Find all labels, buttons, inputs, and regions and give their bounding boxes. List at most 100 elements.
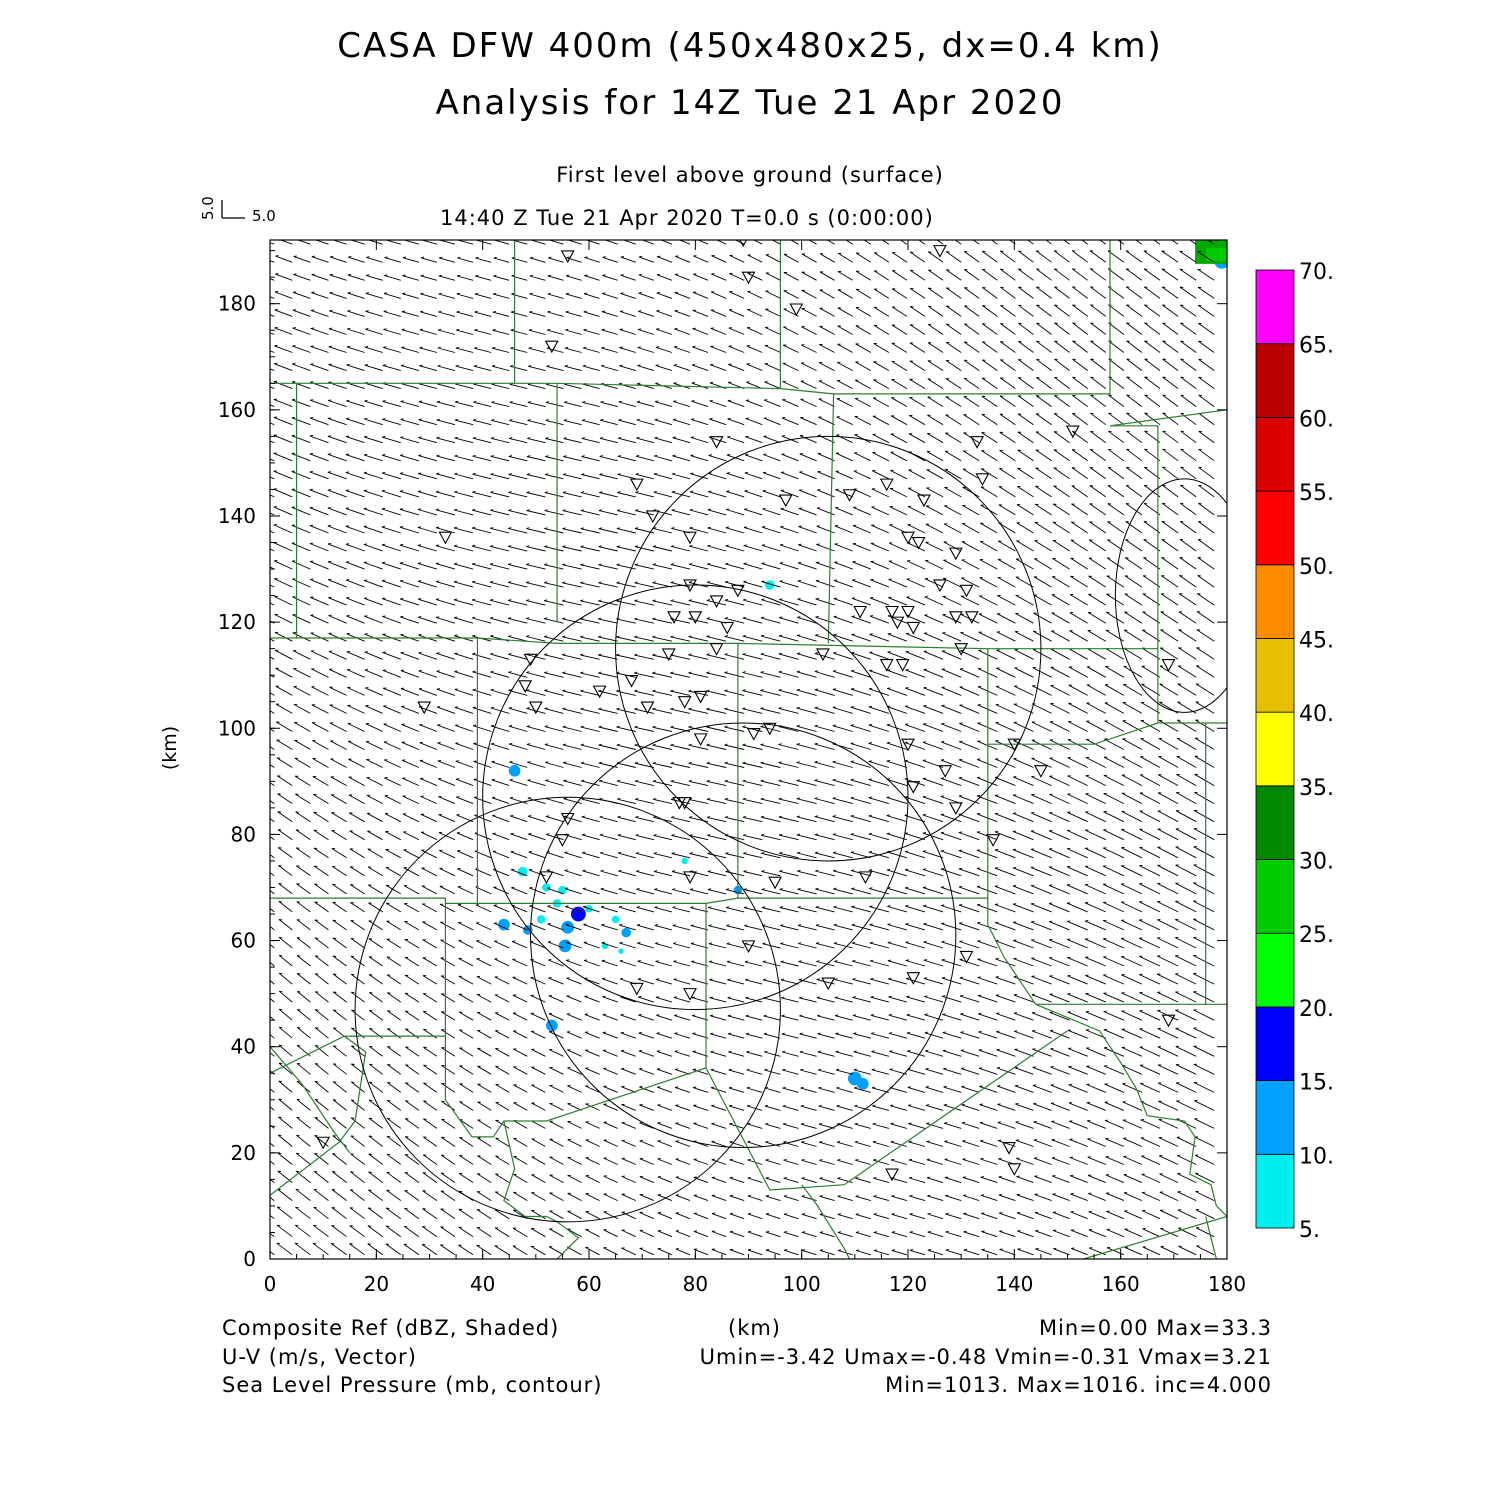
station-marker (906, 781, 921, 794)
y-tick-label: 120 (218, 610, 256, 634)
station-marker (1161, 1014, 1176, 1028)
reflectivity-echo (618, 948, 624, 954)
x-tick-label: 180 (1208, 1272, 1246, 1296)
station-marker (560, 812, 575, 826)
station-marker (1002, 1142, 1016, 1155)
reflectivity-echo (570, 906, 586, 922)
colorbar-label: 35. (1299, 776, 1334, 801)
station-marker (885, 1168, 899, 1182)
station-marker (906, 621, 921, 635)
station-marker (986, 834, 1000, 847)
station-marker (629, 478, 644, 492)
station-marker (821, 977, 836, 991)
x-tick-label: 60 (576, 1272, 601, 1296)
footer-vector: U-V (m/s, Vector) (222, 1345, 417, 1369)
axis-ticks: 0 20 40 60 80 100 120 140 160 180 0 20 40 60 80 100 120 1… (218, 240, 1246, 1296)
y-tick-label: 140 (218, 504, 256, 528)
station-marker (938, 765, 953, 778)
station-marker (640, 701, 655, 715)
station-marker (959, 584, 974, 598)
boundary-lines (270, 240, 1227, 1259)
radar-ring (482, 584, 909, 1011)
chart-subtitle: Analysis for 14Z Tue 21 Apr 2020 (435, 83, 1065, 123)
colorbar-segment (1255, 859, 1295, 934)
station-marker (693, 733, 708, 747)
station-marker (1007, 738, 1022, 752)
chart-title: CASA DFW 400m (450x480x25, dx=0.4 km) (337, 26, 1163, 66)
station-marker (911, 536, 926, 550)
y-tick-label: 60 (231, 929, 256, 953)
colorbar-segment (1255, 785, 1295, 860)
station-marker (789, 303, 804, 317)
level-label: First level above ground (surface) (556, 163, 944, 187)
station-marker (677, 696, 692, 709)
station-marker (853, 605, 868, 619)
station-marker (762, 722, 777, 736)
reflectivity-echo (542, 883, 551, 892)
colorbar-segment (1255, 490, 1295, 566)
reflectivity-echo (561, 920, 575, 934)
station-marker (417, 701, 432, 715)
x-tick-label: 0 (264, 1272, 277, 1296)
radar-ring (354, 796, 781, 1223)
station-marker (709, 595, 724, 609)
station-marker (948, 611, 963, 624)
reflectivity-echo (498, 918, 510, 931)
station-marker (964, 611, 979, 624)
wind-vector-layer (270, 240, 1215, 1256)
station-marker (741, 940, 756, 954)
colorbar-label: 40. (1299, 702, 1334, 727)
reflectivity-echo (517, 866, 528, 877)
station-marker (901, 738, 915, 752)
wind-vectors (270, 240, 1215, 1256)
station-marker (901, 531, 915, 545)
y-tick-label: 100 (218, 716, 256, 740)
reflectivity-echo (611, 915, 620, 924)
colorbar-segment (1255, 932, 1295, 1008)
x-axis-label: (km) (728, 1316, 782, 1340)
colorbar-segment (1255, 1080, 1295, 1155)
radar-range-rings (354, 435, 1042, 1223)
footer-reflectivity: Composite Ref (dBZ, Shaded) (222, 1316, 560, 1340)
colorbar-label: 55. (1299, 481, 1334, 506)
colorbar-label: 30. (1299, 850, 1334, 875)
station-marker (730, 584, 745, 598)
station-marker (932, 245, 947, 258)
footer-pressure: Sea Level Pressure (mb, contour) (222, 1373, 603, 1397)
reflectivity-echo (621, 927, 632, 938)
station-marker (858, 871, 873, 885)
station-marker (518, 680, 533, 693)
station-marker (683, 988, 697, 1001)
station-marker (778, 494, 793, 508)
reflectivity-echo (764, 580, 775, 590)
station-marker (1007, 1163, 1022, 1176)
station-marker (768, 876, 783, 890)
footer-ref-range: Min=0.00 Max=33.3 (1038, 1316, 1272, 1340)
reflectivity-echo (558, 939, 572, 953)
station-marker (667, 611, 681, 624)
colorbar-label: 50. (1299, 555, 1334, 580)
y-tick-label: 80 (231, 822, 256, 846)
footer-pressure-range: Min=1013. Max=1016. inc=4.000 (885, 1373, 1272, 1397)
station-marker (975, 473, 990, 486)
colorbar-label: 60. (1299, 407, 1334, 432)
station-marker (709, 436, 724, 449)
vector-scale-key: 5.0 5.0 (199, 196, 276, 225)
y-tick-label: 0 (243, 1247, 256, 1271)
x-tick-label: 100 (783, 1272, 821, 1296)
reflectivity-echo (508, 764, 521, 777)
station-marker (906, 972, 921, 985)
station-marker (842, 489, 857, 502)
station-marker (932, 579, 947, 593)
station-marker (890, 616, 905, 630)
x-tick-label: 80 (683, 1272, 708, 1296)
station-marker (1161, 659, 1176, 672)
station-marker (688, 611, 703, 624)
x-tick-label: 140 (995, 1272, 1033, 1296)
reflectivity-echo (558, 885, 567, 895)
station-marker (555, 834, 570, 847)
y-tick-label: 160 (218, 398, 256, 422)
reflectivity-echo (523, 925, 533, 935)
station-marker (677, 797, 692, 810)
colorbar-label: 10. (1299, 1144, 1334, 1169)
